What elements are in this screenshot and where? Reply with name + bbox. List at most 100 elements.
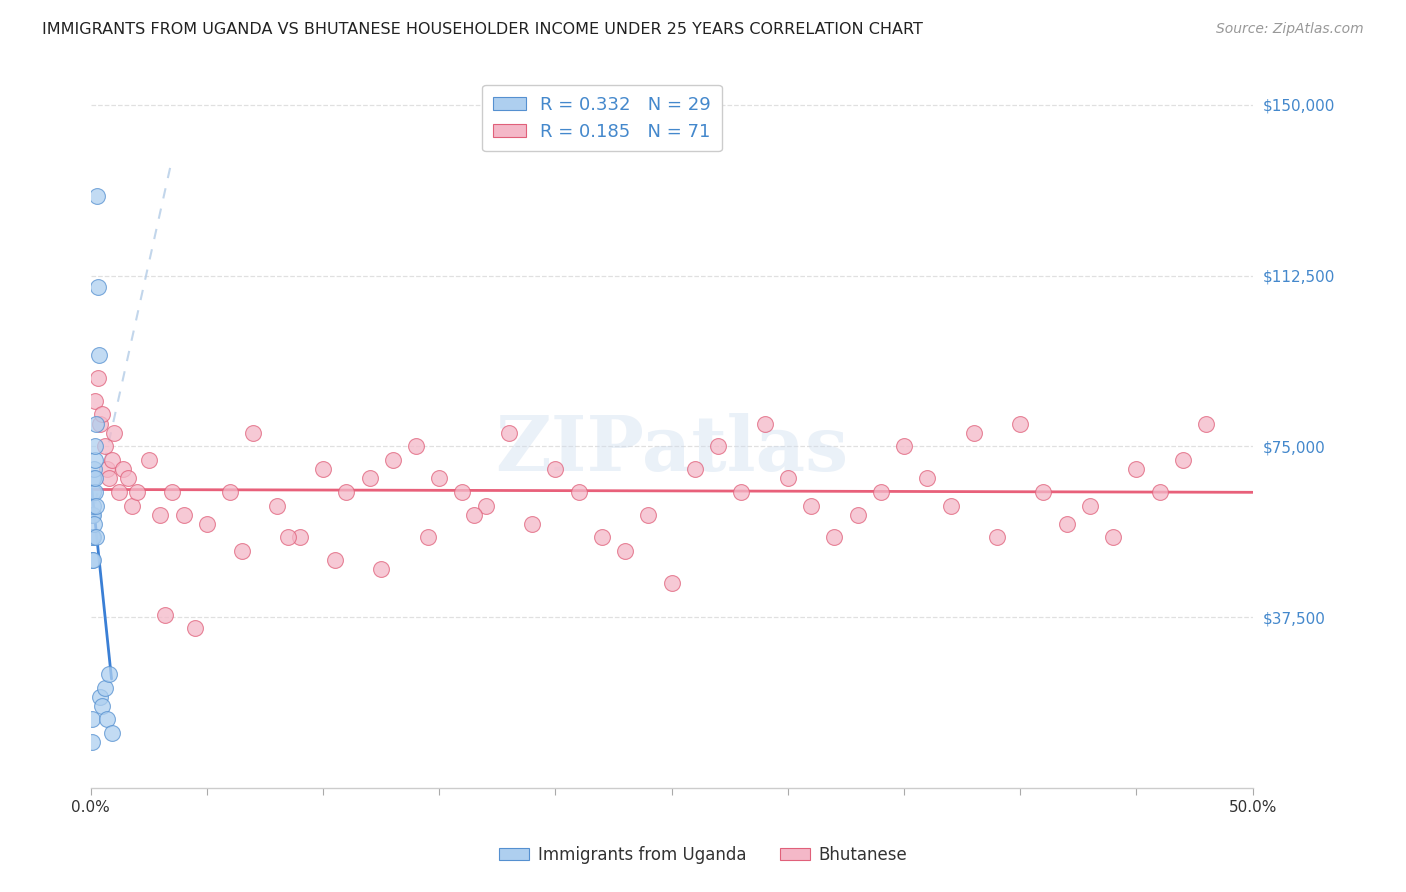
Point: [568, 484, 591, 499]
Point: [87, 348, 110, 362]
Point: [83, 453, 105, 467]
Point: [195, 516, 218, 531]
Point: [1171, 453, 1194, 467]
Point: [91, 698, 114, 713]
Point: [800, 499, 823, 513]
Point: [83, 516, 105, 531]
Point: [498, 425, 520, 440]
Point: [112, 462, 135, 476]
Point: [707, 439, 730, 453]
Point: [82, 499, 104, 513]
Point: [359, 471, 381, 485]
Point: [776, 471, 799, 485]
Point: [335, 484, 357, 499]
Point: [427, 471, 450, 485]
Point: [86, 189, 108, 203]
Point: [93, 439, 115, 453]
Point: [86, 530, 108, 544]
Point: [184, 622, 207, 636]
Point: [231, 544, 253, 558]
Point: [312, 462, 335, 476]
Point: [277, 530, 299, 544]
Point: [82, 553, 104, 567]
Text: ZIPatlas: ZIPatlas: [495, 413, 848, 487]
Point: [416, 530, 439, 544]
Point: [846, 508, 869, 522]
Point: [1032, 484, 1054, 499]
Point: [939, 499, 962, 513]
Point: [96, 713, 118, 727]
Point: [107, 484, 129, 499]
Point: [683, 462, 706, 476]
Point: [117, 471, 139, 485]
Point: [86, 371, 108, 385]
Point: [149, 508, 172, 522]
Point: [84, 439, 107, 453]
Point: [84, 471, 107, 485]
Point: [381, 453, 404, 467]
Point: [323, 553, 346, 567]
Point: [1102, 530, 1125, 544]
Point: [242, 425, 264, 440]
Point: [98, 667, 121, 681]
Point: [288, 530, 311, 544]
Point: [153, 607, 176, 622]
Point: [82, 471, 104, 485]
Point: [89, 417, 111, 431]
Point: [1195, 417, 1218, 431]
Point: [80, 713, 103, 727]
Point: [544, 462, 567, 476]
Point: [103, 425, 125, 440]
Point: [823, 530, 845, 544]
Point: [80, 735, 103, 749]
Point: [963, 425, 986, 440]
Point: [986, 530, 1008, 544]
Legend: R = 0.332   N = 29, R = 0.185   N = 71: R = 0.332 N = 29, R = 0.185 N = 71: [482, 85, 721, 152]
Point: [474, 499, 496, 513]
Point: [100, 453, 122, 467]
Point: [522, 516, 544, 531]
Point: [82, 508, 104, 522]
Point: [370, 562, 392, 576]
Point: [82, 484, 104, 499]
Point: [1149, 484, 1171, 499]
Point: [1078, 499, 1101, 513]
Point: [1056, 516, 1078, 531]
Point: [730, 484, 752, 499]
Point: [591, 530, 613, 544]
Point: [93, 681, 115, 695]
Point: [451, 484, 474, 499]
Point: [84, 499, 107, 513]
Point: [138, 453, 160, 467]
Point: [91, 408, 114, 422]
Point: [127, 484, 149, 499]
Point: [96, 462, 118, 476]
Point: [160, 484, 183, 499]
Point: [893, 439, 915, 453]
Point: [754, 417, 776, 431]
Point: [219, 484, 242, 499]
Point: [917, 471, 939, 485]
Text: IMMIGRANTS FROM UGANDA VS BHUTANESE HOUSEHOLDER INCOME UNDER 25 YEARS CORRELATIO: IMMIGRANTS FROM UGANDA VS BHUTANESE HOUS…: [42, 22, 924, 37]
Legend: Immigrants from Uganda, Bhutanese: Immigrants from Uganda, Bhutanese: [492, 839, 914, 871]
Point: [173, 508, 195, 522]
Text: Source: ZipAtlas.com: Source: ZipAtlas.com: [1216, 22, 1364, 37]
Point: [82, 530, 104, 544]
Point: [84, 393, 107, 408]
Point: [869, 484, 891, 499]
Point: [405, 439, 427, 453]
Point: [100, 726, 122, 740]
Point: [121, 499, 143, 513]
Point: [82, 508, 104, 522]
Point: [614, 544, 637, 558]
Point: [266, 499, 288, 513]
Point: [86, 417, 108, 431]
Point: [89, 690, 111, 704]
Point: [83, 462, 105, 476]
Point: [86, 280, 108, 294]
Point: [637, 508, 659, 522]
Point: [1125, 462, 1147, 476]
Point: [661, 575, 683, 590]
Point: [83, 484, 105, 499]
Point: [82, 530, 104, 544]
